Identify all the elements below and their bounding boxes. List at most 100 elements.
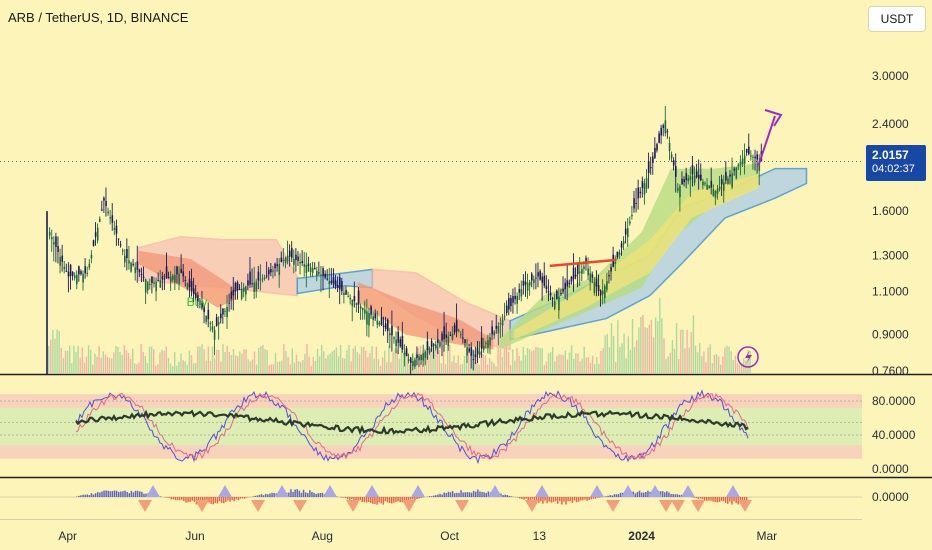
volume-bar xyxy=(64,350,67,374)
volume-bar xyxy=(60,348,62,374)
candle-body xyxy=(405,348,408,357)
volume-bar xyxy=(228,351,230,374)
volume-bar xyxy=(300,362,302,374)
volume-bar xyxy=(407,352,409,374)
volume-bar xyxy=(302,360,304,374)
hist-bar xyxy=(548,497,550,502)
volume-bar xyxy=(325,358,327,374)
signal-up-triangle xyxy=(621,485,635,497)
hist-bar xyxy=(510,496,513,497)
candle-body xyxy=(733,168,736,171)
candle-body xyxy=(637,187,640,199)
hist-bar xyxy=(605,496,607,497)
price-tick-label: 1.1000 xyxy=(872,285,909,299)
volume-bar xyxy=(134,363,136,374)
volume-bar xyxy=(709,344,711,374)
volume-bar xyxy=(331,351,333,374)
candle-body xyxy=(409,357,412,363)
volume-bar xyxy=(749,351,751,374)
volume-bar xyxy=(293,362,296,374)
candle-body xyxy=(259,279,262,281)
volume-bar xyxy=(226,345,228,374)
hist-bar xyxy=(239,497,242,499)
hist-bar xyxy=(346,497,349,500)
volume-bar xyxy=(680,330,682,374)
candle-body xyxy=(489,337,491,346)
volume-bar xyxy=(583,346,585,374)
candle-body xyxy=(278,264,281,276)
hist-bar xyxy=(703,497,706,501)
candle-body xyxy=(499,323,502,325)
candle-body xyxy=(752,156,754,158)
volume-bar xyxy=(711,363,713,374)
candle-body xyxy=(643,183,646,195)
volume-bar xyxy=(264,349,266,374)
volume-bar xyxy=(386,362,388,374)
volume-bar xyxy=(428,345,430,374)
candle-body xyxy=(610,267,612,272)
volume-bar xyxy=(119,352,121,374)
hist-bar xyxy=(447,491,450,497)
hist-bar xyxy=(244,497,246,499)
candle-body xyxy=(735,167,738,179)
volume-bar xyxy=(636,340,638,374)
candle-body xyxy=(53,242,55,245)
time-tick-label: 2024 xyxy=(628,529,655,543)
hist-bar xyxy=(449,492,452,497)
hist-bar xyxy=(302,489,305,497)
hist-bar xyxy=(273,492,275,497)
candle-body xyxy=(107,211,109,214)
volume-bar xyxy=(631,319,634,374)
volume-bar xyxy=(682,329,684,374)
candle-body xyxy=(376,320,379,325)
candle-body xyxy=(305,265,308,273)
volume-bar xyxy=(696,352,699,374)
osc-tick-label: 40.0000 xyxy=(872,428,916,442)
alert-badge-icon[interactable] xyxy=(737,346,759,368)
candle-body xyxy=(213,329,216,340)
candle-body xyxy=(533,279,535,284)
volume-bar xyxy=(79,357,81,374)
volume-bar xyxy=(665,358,667,374)
hist-bar xyxy=(517,497,519,498)
hist-bar xyxy=(412,497,414,500)
volume-bar xyxy=(218,350,220,374)
hist-bar xyxy=(693,497,695,498)
volume-bar xyxy=(451,361,453,374)
volume-bar xyxy=(741,363,743,374)
hist-bar xyxy=(428,496,431,497)
candle-body xyxy=(167,277,170,279)
volume-bar xyxy=(531,350,533,374)
candle-body xyxy=(192,288,195,295)
volume-bar xyxy=(197,346,199,374)
volume-bar xyxy=(276,361,279,374)
hist-bar xyxy=(458,492,460,497)
candle-body xyxy=(121,250,124,252)
hist-bar xyxy=(554,497,557,502)
volume-bar xyxy=(188,350,191,374)
currency-button[interactable]: USDT xyxy=(868,6,926,32)
volume-bar xyxy=(690,332,692,374)
volume-bar xyxy=(125,350,128,374)
volume-bar xyxy=(176,365,178,374)
candle-body xyxy=(520,289,523,297)
volume-bar xyxy=(430,347,432,374)
candle-body xyxy=(253,282,256,293)
lightning-icon xyxy=(745,350,752,364)
volume-bar xyxy=(129,358,132,374)
volume-bar xyxy=(644,327,646,374)
candle-body xyxy=(706,184,708,190)
candle-body xyxy=(618,252,621,255)
candle-body xyxy=(126,248,128,259)
hist-bar xyxy=(731,497,733,505)
candle-body xyxy=(138,269,141,273)
candle-body xyxy=(101,209,103,211)
volume-bar xyxy=(480,351,482,374)
candle-body xyxy=(180,268,182,273)
hist-bar xyxy=(443,492,445,497)
candle-body xyxy=(92,240,95,246)
signal-up-triangle xyxy=(146,485,160,497)
volume-bar xyxy=(459,364,461,374)
price-tick-label: 3.0000 xyxy=(872,69,909,83)
